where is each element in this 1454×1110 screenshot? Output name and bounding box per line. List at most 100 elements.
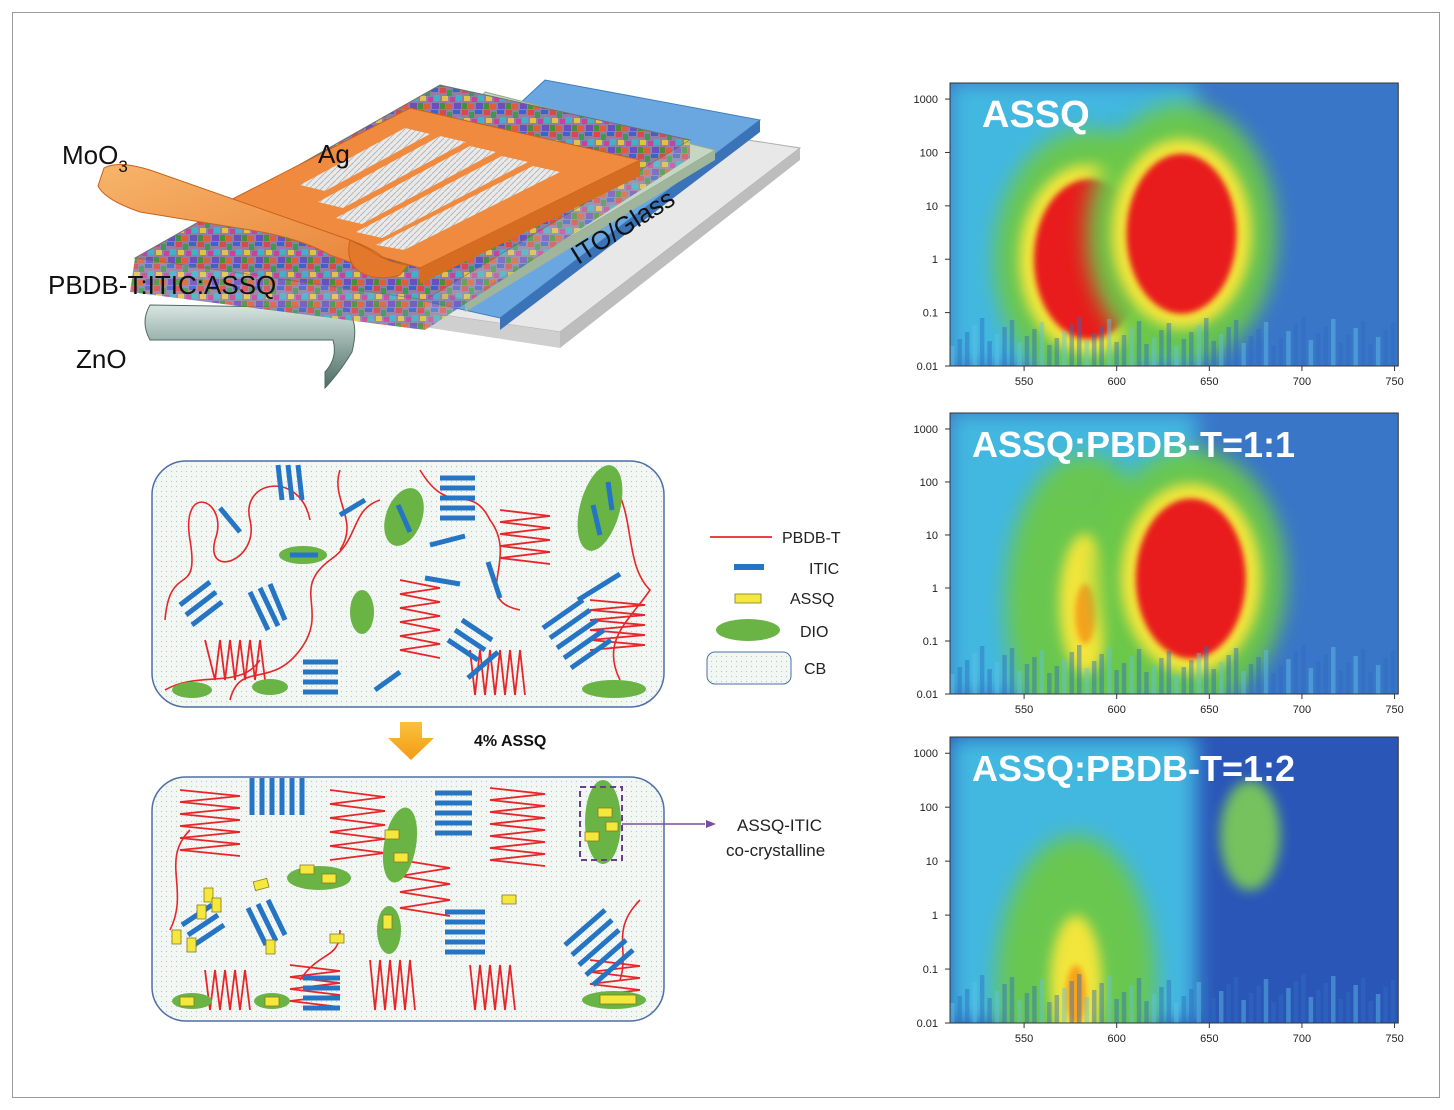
noise-stripe — [1383, 658, 1388, 694]
noise-stripe — [987, 341, 992, 366]
x-tick-label: 650 — [1200, 704, 1218, 716]
noise-stripe — [1159, 658, 1164, 694]
label-ag: Ag — [318, 139, 350, 169]
y-tick-label: 10 — [926, 530, 938, 542]
noise-stripe — [1316, 990, 1321, 1023]
y-tick-label: 0.01 — [917, 689, 938, 701]
noise-stripe — [987, 669, 992, 694]
noise-stripe — [1293, 981, 1299, 1023]
noise-stripe — [1390, 323, 1396, 366]
noise-stripe — [1204, 318, 1209, 366]
noise-stripe — [972, 982, 977, 1023]
noise-stripe — [1338, 342, 1343, 366]
noise-stripe — [957, 339, 962, 366]
arrow-label: 4% ASSQ — [474, 733, 546, 750]
noise-stripe — [964, 332, 970, 366]
plot-frame — [949, 412, 1399, 695]
noise-stripe — [1308, 997, 1314, 1023]
noise-stripe — [1360, 978, 1366, 1023]
noise-stripe — [1383, 987, 1388, 1023]
noise-stripe — [1360, 649, 1366, 694]
noise-stripe — [1069, 981, 1075, 1023]
noise-stripe — [1218, 334, 1224, 366]
plot-frame — [949, 736, 1399, 1024]
x-tick-label: 750 — [1385, 704, 1403, 716]
noise-stripe — [1106, 647, 1112, 694]
morphology-after — [151, 776, 716, 1022]
noise-stripe — [1218, 662, 1224, 694]
noise-stripe — [1106, 976, 1112, 1023]
x-tick-label: 700 — [1293, 376, 1311, 388]
noise-stripe — [957, 667, 962, 694]
noise-stripe — [1271, 1002, 1276, 1023]
y-tick-label: 1000 — [914, 748, 938, 760]
noise-stripe — [1062, 331, 1067, 366]
noise-stripe — [1196, 325, 1202, 366]
x-tick-label: 700 — [1293, 1033, 1311, 1045]
noise-stripe — [1114, 342, 1119, 366]
noise-stripe — [1174, 1003, 1179, 1023]
noise-stripe — [1129, 328, 1134, 366]
y-tick-label: 1 — [932, 583, 938, 595]
x-tick-label: 600 — [1108, 376, 1126, 388]
noise-stripe — [1368, 672, 1373, 694]
noise-stripe — [1256, 329, 1261, 366]
noise-stripe — [1144, 672, 1149, 694]
label-active-layer: PBDB-T:ITIC:ASSQ — [48, 270, 276, 300]
noise-stripe — [1114, 670, 1119, 694]
x-tick-label: 600 — [1108, 1033, 1126, 1045]
noise-stripe — [1024, 993, 1030, 1023]
noise-stripe — [1211, 669, 1216, 694]
noise-stripe — [1278, 338, 1284, 366]
noise-stripe — [1360, 321, 1366, 366]
noise-stripe — [1151, 337, 1157, 366]
feature-peak — [1220, 780, 1281, 891]
noise-stripe — [1196, 653, 1202, 694]
noise-stripe — [1353, 328, 1358, 366]
x-tick-label: 650 — [1200, 376, 1218, 388]
noise-stripe — [1189, 989, 1194, 1023]
ag-fingers — [300, 128, 560, 250]
legend-item-pbdbt: PBDB-T — [710, 530, 841, 547]
noise-stripe — [1151, 994, 1157, 1023]
noise-stripe — [1084, 340, 1089, 366]
panel-title: ASSQ:PBDB-T=1:1 — [972, 424, 1295, 465]
noise-stripe — [1099, 983, 1104, 1023]
noise-stripe — [1039, 322, 1045, 366]
y-tick-label: 1 — [932, 910, 938, 922]
noise-stripe — [1375, 665, 1381, 694]
noise-stripe — [1091, 661, 1097, 694]
noise-stripe — [950, 346, 955, 366]
noise-stripe — [1368, 1001, 1373, 1023]
noise-stripe — [1144, 344, 1149, 366]
noise-stripe — [1077, 645, 1082, 694]
noise-stripe — [1331, 976, 1336, 1023]
legend-item-dio: DIO — [716, 619, 828, 641]
panel-title: ASSQ — [982, 94, 1090, 136]
noise-stripe — [1114, 999, 1119, 1023]
noise-stripe — [972, 653, 977, 694]
panel-title: ASSQ:PBDB-T=1:2 — [972, 748, 1295, 789]
plot-frame — [949, 82, 1399, 367]
noise-stripe — [979, 975, 985, 1023]
noise-stripe — [1121, 335, 1127, 366]
noise-stripe — [1181, 667, 1187, 694]
noise-stripe — [1323, 654, 1329, 694]
noise-stripe — [950, 674, 955, 694]
noise-stripe — [1331, 647, 1336, 694]
heatmap-panel-2: 1000 100 10 1 0.1 0.01 550 600 650 700 750 ASSQ:PBD… — [914, 412, 1404, 716]
noise-stripe — [1248, 993, 1254, 1023]
noise-stripe — [1271, 345, 1276, 366]
x-tick-label: 550 — [1015, 704, 1033, 716]
heatmap-surface — [950, 83, 1399, 366]
noise-stripe — [1189, 332, 1194, 366]
noise-stripe — [1136, 321, 1142, 366]
legend-item-itic: ITIC — [734, 561, 839, 578]
process-arrow — [388, 722, 434, 760]
noise-stripe — [1054, 338, 1060, 366]
noise-stripe — [994, 662, 1000, 694]
noise-stripe — [1062, 659, 1067, 694]
svg-text:CB: CB — [804, 661, 826, 678]
noise-stripe — [1338, 999, 1343, 1023]
noise-stripe — [1084, 997, 1089, 1023]
